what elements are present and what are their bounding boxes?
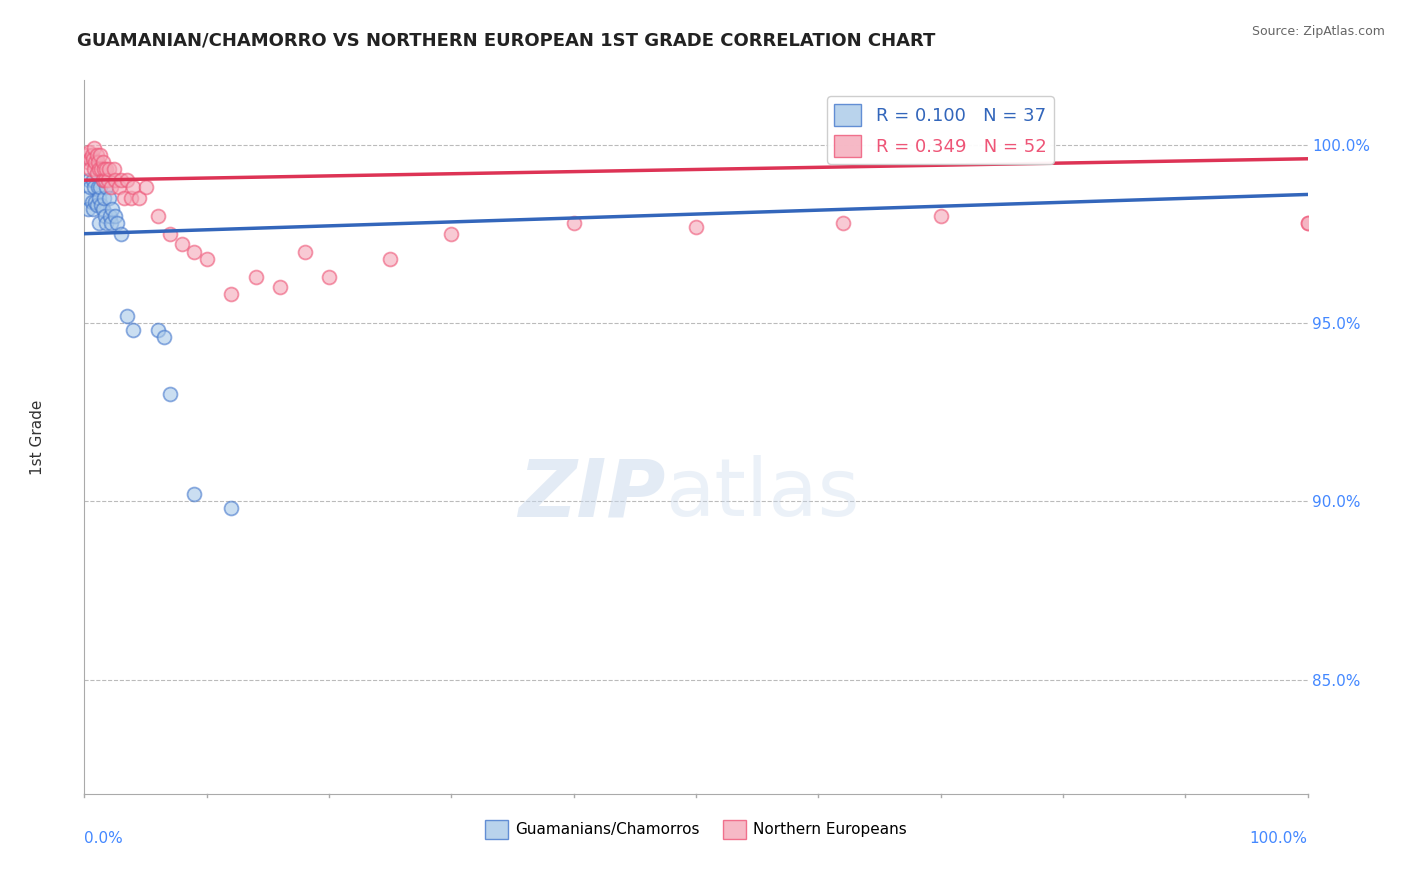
Point [929,209,952,223]
Point [90,162,112,177]
Point [183,244,205,259]
Point [82,152,104,166]
Point [219,501,242,516]
Point [86,148,108,162]
Text: ZIP: ZIP [517,455,665,533]
Point [77,145,100,159]
Point [120,191,142,205]
Point [94,173,117,187]
Point [86,166,108,180]
Point [84,155,107,169]
Point [82,173,104,187]
Point [94,209,117,223]
Point [104,173,127,187]
Legend: R = 0.100   N = 37, R = 0.349   N = 52: R = 0.100 N = 37, R = 0.349 N = 52 [827,96,1054,164]
Point [82,202,104,216]
Text: 1st Grade: 1st Grade [31,400,45,475]
Point [97,162,120,177]
Point [104,209,127,223]
Point [93,191,115,205]
Point [219,287,242,301]
Point [91,173,114,187]
Point [685,219,707,234]
Point [100,216,122,230]
Point [91,202,114,216]
Point [84,194,107,209]
Point [77,202,100,216]
Point [318,269,340,284]
Point [87,191,110,205]
Point [79,152,101,166]
Point [101,202,124,216]
Point [172,237,194,252]
Point [97,191,120,205]
Point [87,155,110,169]
Point [294,244,316,259]
Point [110,173,132,187]
Point [105,216,128,230]
Point [183,487,205,501]
Point [1296,216,1319,230]
Point [128,191,150,205]
Point [110,227,132,241]
Point [86,198,108,212]
Point [79,180,101,194]
Point [86,166,108,180]
Text: 0.0%: 0.0% [84,831,124,846]
Point [76,191,98,205]
Point [77,155,100,169]
Point [93,162,115,177]
Point [97,173,120,187]
Point [79,162,101,177]
Point [269,280,291,294]
Point [112,191,135,205]
Text: 100.0%: 100.0% [1250,831,1308,846]
Point [245,269,267,284]
Point [107,180,129,194]
Point [90,198,112,212]
Point [380,252,402,266]
Point [89,180,111,194]
Text: GUAMANIAN/CHAMORRO VS NORTHERN EUROPEAN 1ST GRADE CORRELATION CHART: GUAMANIAN/CHAMORRO VS NORTHERN EUROPEAN … [77,31,936,49]
Point [83,141,105,155]
Point [122,180,145,194]
Point [562,216,585,230]
Point [89,148,111,162]
Point [122,323,145,337]
Point [77,173,100,187]
Point [159,387,181,401]
Point [153,330,176,344]
Point [135,180,157,194]
Point [98,209,121,223]
Point [76,148,98,162]
Point [91,173,114,187]
Point [96,162,118,177]
Point [79,152,101,166]
Point [80,148,103,162]
Point [83,162,105,177]
Text: atlas: atlas [665,455,859,533]
Point [91,155,114,169]
Point [87,216,110,230]
Point [83,180,105,194]
Point [100,180,122,194]
Point [831,216,853,230]
Point [80,194,103,209]
Point [87,162,110,177]
Point [146,209,169,223]
Point [96,216,118,230]
Point [440,227,463,241]
Text: Source: ZipAtlas.com: Source: ZipAtlas.com [1251,25,1385,38]
Point [103,162,125,177]
Point [115,309,138,323]
Point [159,227,181,241]
Point [115,173,138,187]
Point [1296,216,1319,230]
Point [87,180,110,194]
Point [195,252,218,266]
Point [146,323,169,337]
Point [96,180,118,194]
